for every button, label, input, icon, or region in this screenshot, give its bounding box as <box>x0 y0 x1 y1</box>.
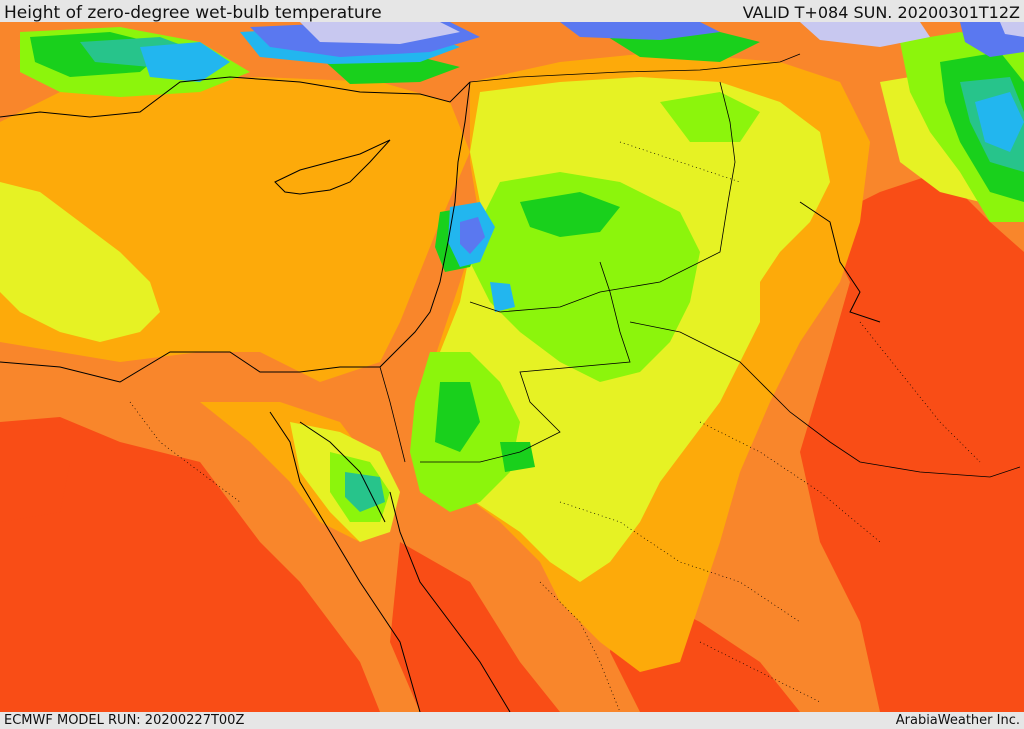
field-very-high <box>0 172 1024 712</box>
dotted-boundaries <box>129 141 981 712</box>
borders <box>379 53 1021 478</box>
map-canvas <box>0 22 1024 712</box>
map-title: Height of zero-degree wet-bulb temperatu… <box>4 3 382 23</box>
coastlines <box>0 76 881 712</box>
header-bar: Height of zero-degree wet-bulb temperatu… <box>0 0 1024 23</box>
field-snow-pale <box>300 22 1024 47</box>
model-run-label: ECMWF MODEL RUN: 20200227T00Z <box>4 713 245 728</box>
valid-time: VALID T+084 SUN. 20200301T12Z <box>742 3 1020 22</box>
credit-label: ArabiaWeather Inc. <box>895 713 1020 728</box>
weather-map[interactable] <box>0 22 1024 712</box>
footer-bar: ECMWF MODEL RUN: 20200227T00Z ArabiaWeat… <box>0 712 1024 729</box>
